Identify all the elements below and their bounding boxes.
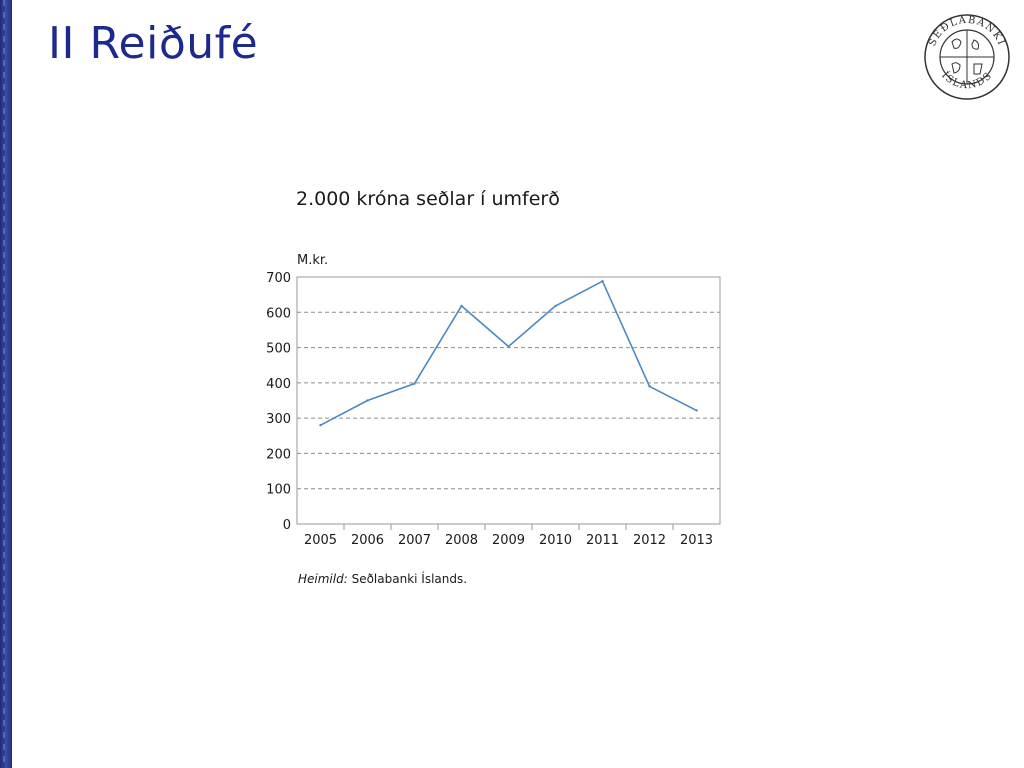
source-note: Heimild: Seðlabanki Íslands. xyxy=(298,572,467,586)
y-tick-label: 0 xyxy=(283,518,291,533)
source-label: Heimild: xyxy=(298,572,348,586)
x-tick-label: 2012 xyxy=(633,533,666,548)
data-point xyxy=(413,382,416,385)
x-tick-label: 2010 xyxy=(539,533,572,548)
source-text: Seðlabanki Íslands. xyxy=(351,572,468,586)
x-tick-label: 2008 xyxy=(445,533,478,548)
y-tick-label: 500 xyxy=(266,342,291,357)
left-decorative-band xyxy=(0,0,12,768)
y-tick-label: 600 xyxy=(266,306,291,321)
data-point xyxy=(460,304,463,308)
y-tick-label: 100 xyxy=(266,483,291,498)
data-point xyxy=(366,399,369,402)
y-axis-unit-label: M.kr. xyxy=(297,253,328,268)
y-tick-label: 400 xyxy=(266,377,291,392)
grid-lines xyxy=(297,311,720,490)
y-tick-label: 200 xyxy=(266,447,291,462)
y-tick-label: 700 xyxy=(266,271,291,286)
sedlabanki-seal-icon: SEÐLABANKI ÍSLANDS xyxy=(924,14,1010,100)
series-layer xyxy=(319,280,698,427)
x-tick-label: 2009 xyxy=(492,533,525,548)
y-tick-labels: 0 100 200 300 400 500 600 700 xyxy=(266,271,291,533)
slide-title: II Reiðufé xyxy=(48,18,259,69)
chart-title: 2.000 króna seðlar í umferð xyxy=(296,188,560,210)
x-tick-labels: 2005 2006 2007 2008 2009 2010 2011 2012 2013 xyxy=(304,524,713,548)
data-point xyxy=(695,409,698,412)
x-tick-label: 2006 xyxy=(351,533,384,548)
data-point xyxy=(554,304,557,308)
data-point xyxy=(601,280,604,283)
data-point xyxy=(319,424,322,427)
x-tick-label: 2005 xyxy=(304,533,337,548)
plot-frame xyxy=(296,276,721,525)
data-point xyxy=(507,345,510,348)
data-point xyxy=(648,385,651,388)
x-tick-label: 2007 xyxy=(398,533,431,548)
y-tick-label: 300 xyxy=(266,412,291,427)
x-tick-label: 2013 xyxy=(680,533,713,548)
series-line xyxy=(320,280,697,426)
x-tick-label: 2011 xyxy=(586,533,619,548)
